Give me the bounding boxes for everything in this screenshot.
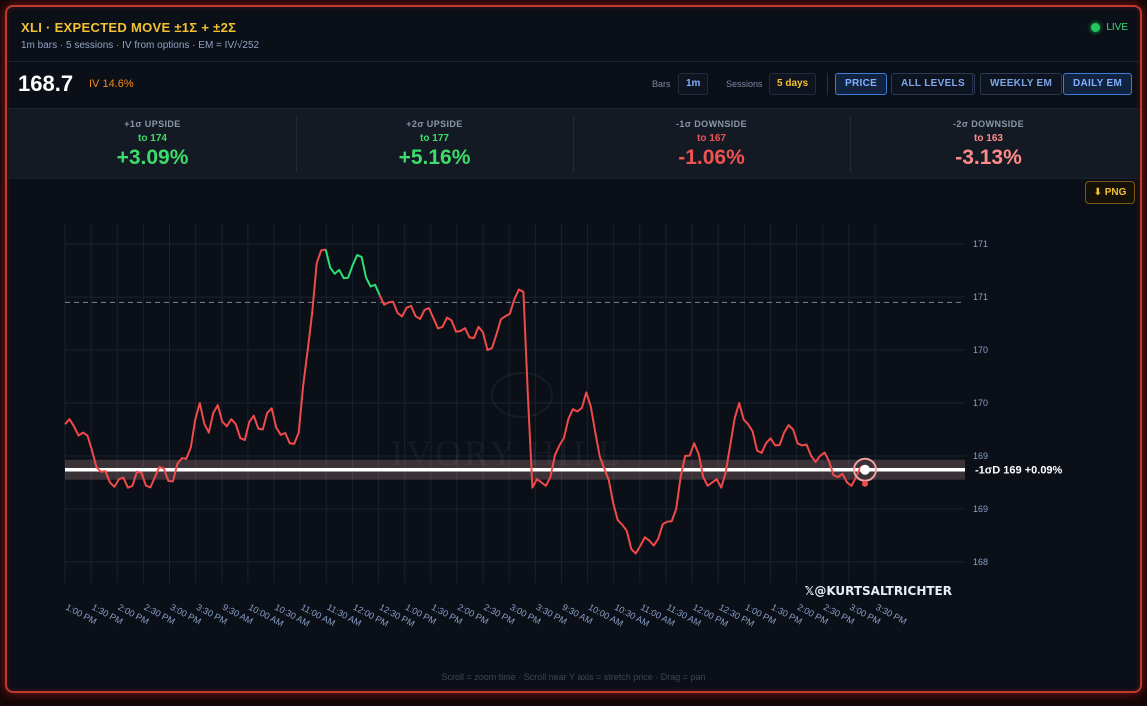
price-line-down	[378, 288, 866, 555]
y-tick-label: 170	[973, 345, 988, 355]
bars-label: Bars	[652, 79, 671, 89]
y-tick-label: 171	[973, 239, 988, 249]
download-png-button[interactable]: ⬇ PNG	[1085, 181, 1135, 204]
live-dot-icon	[1091, 23, 1101, 32]
toolbar: 168.7 IV 14.6% Bars 1m Sessions 5 days P…	[7, 63, 1140, 108]
stat-percent: -1.06%	[678, 146, 745, 169]
stat-plus-1-sigma: +1σ UPSIDE to 174 +3.09%	[14, 109, 291, 180]
stat-label: +2σ UPSIDE	[406, 119, 463, 129]
header: XLI · EXPECTED MOVE ±1Σ + ±2Σ 1m bars · …	[7, 7, 1140, 62]
y-tick-label: 170	[973, 398, 988, 408]
em-level-label: -1σD 169 +0.09%	[975, 465, 1063, 477]
y-tick-label: 169	[973, 504, 988, 514]
stat-label: +1σ UPSIDE	[124, 119, 181, 129]
current-price: 168.7	[18, 71, 74, 96]
price-line-up	[324, 249, 381, 296]
watermark-text: IVORY HILL	[391, 433, 623, 473]
stat-label: -2σ DOWNSIDE	[953, 119, 1024, 129]
sessions-label: Sessions	[726, 79, 763, 89]
stat-target: to 174	[138, 133, 167, 144]
page-subtitle: 1m bars · 5 sessions · IV from options ·…	[21, 40, 260, 51]
live-indicator: LIVE	[1091, 22, 1128, 33]
last-price-dot	[860, 464, 870, 475]
live-label: LIVE	[1106, 22, 1128, 33]
y-tick-label: 168	[973, 557, 988, 567]
y-tick-label: 171	[973, 292, 988, 302]
stat-percent: +5.16%	[398, 146, 471, 169]
stat-label: -1σ DOWNSIDE	[676, 119, 747, 129]
page-title: XLI · EXPECTED MOVE ±1Σ + ±2Σ	[21, 20, 237, 35]
sessions-select[interactable]: 5 days	[769, 73, 817, 95]
weekly-em-button[interactable]: WEEKLY EM	[980, 73, 1063, 95]
stat-target: to 177	[420, 133, 449, 144]
iv-readout: IV 14.6%	[89, 78, 134, 90]
author-handle: 𝕏@KURTSALTRICHTER	[805, 584, 952, 598]
toolbar-divider	[827, 73, 828, 95]
expected-move-stats: +1σ UPSIDE to 174 +3.09% +2σ UPSIDE to 1…	[7, 108, 1140, 179]
last-price-marker	[862, 480, 868, 487]
stat-divider	[850, 117, 851, 172]
price-chart[interactable]: 171 171 170 170 169 169 168 IVORY HILL -1σD 169 …	[7, 183, 1140, 673]
app-frame: XLI · EXPECTED MOVE ±1Σ + ±2Σ 1m bars · …	[5, 5, 1142, 693]
stat-plus-2-sigma: +2σ UPSIDE to 177 +5.16%	[296, 109, 573, 180]
price-button[interactable]: PRICE	[835, 73, 888, 95]
stat-target: to 163	[974, 133, 1003, 144]
stat-percent: +3.09%	[116, 146, 189, 169]
toolbar-divider	[972, 73, 973, 95]
price-line-down	[64, 248, 326, 489]
stat-divider	[573, 117, 574, 172]
footer-hint: Scroll = zoom time · Scroll near Y axis …	[441, 672, 706, 682]
y-tick-label: 169	[973, 451, 988, 461]
stat-divider	[296, 117, 297, 172]
stat-minus-1-sigma: -1σ DOWNSIDE to 167 -1.06%	[573, 109, 850, 180]
all-levels-button[interactable]: ALL LEVELS	[891, 73, 975, 95]
stat-minus-2-sigma: -2σ DOWNSIDE to 163 -3.13%	[850, 109, 1127, 180]
daily-em-button[interactable]: DAILY EM	[1063, 73, 1133, 95]
bars-select[interactable]: 1m	[678, 73, 709, 95]
watermark-elephant-icon	[491, 372, 553, 418]
stat-percent: -3.13%	[955, 146, 1022, 169]
stat-target: to 167	[697, 133, 726, 144]
